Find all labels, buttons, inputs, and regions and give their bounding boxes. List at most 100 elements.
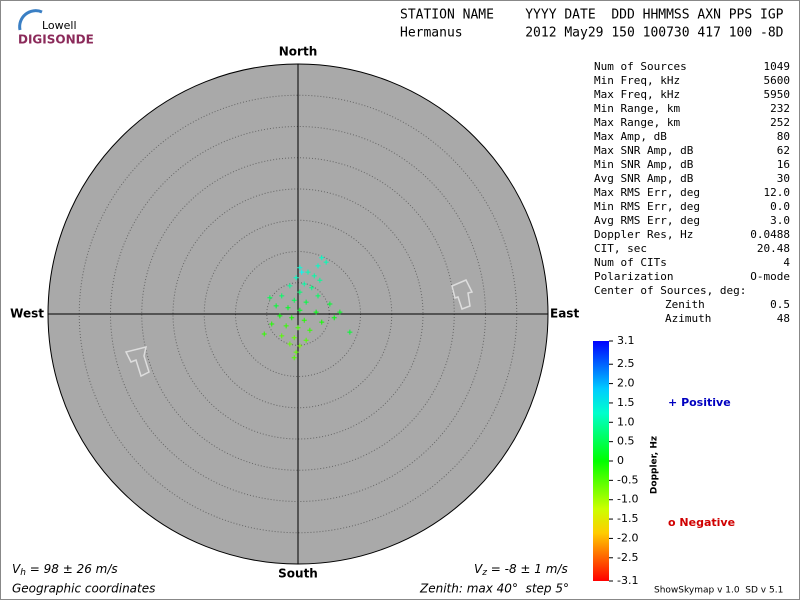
source-point xyxy=(287,341,293,347)
vh-text: Vh = 98 ± 26 m/s xyxy=(12,562,118,578)
stat-label: CIT, sec xyxy=(594,242,647,255)
stat-label: Min RMS Err, deg xyxy=(594,200,700,213)
header-line: Hermanus 2012 May29 150 100730 417 100 -… xyxy=(400,26,784,41)
source-point xyxy=(327,301,333,307)
stat-value: 252 xyxy=(770,116,790,129)
source-point xyxy=(303,299,309,305)
direction-label: North xyxy=(279,45,317,59)
stat-value: 232 xyxy=(770,102,790,115)
colorbar-tick-label: -1.0 xyxy=(617,493,638,506)
source-point xyxy=(311,273,317,279)
source-point xyxy=(273,303,279,309)
colorbar-tick-label: 0.5 xyxy=(617,435,635,448)
source-point xyxy=(283,323,289,329)
stat-value: 3.0 xyxy=(770,214,790,227)
colorbar: 3.1 2.5 2.0 1.5 1.0 0.5 0 -0.5 -1.0 -1.5 -2.0 -2.5 -… xyxy=(593,334,660,587)
source-point xyxy=(315,293,321,299)
colorbar-title: Doppler, Hz xyxy=(650,436,660,494)
logo-bottom: DIGISONDE xyxy=(18,33,94,47)
stat-label: Max SNR Amp, dB xyxy=(594,144,694,157)
source-point xyxy=(287,283,293,289)
vz-text: Vz = -8 ± 1 m/s xyxy=(474,562,568,578)
header-line: STATION NAME YYYY DATE DDD HHMMSS AXN PP… xyxy=(400,8,784,23)
version-text: ShowSkymap v 1.0 SD v 5.1 xyxy=(654,586,783,596)
source-point xyxy=(291,355,297,361)
zenith-text: Zenith: max 40° step 5° xyxy=(419,582,569,596)
source-point xyxy=(319,319,325,325)
source-point xyxy=(317,277,323,283)
stat-value: 0.0 xyxy=(770,200,790,213)
stat-value: 62 xyxy=(777,144,790,157)
source-point xyxy=(301,317,307,323)
colorbar-tick-label: 1.5 xyxy=(617,396,635,409)
source-point xyxy=(309,285,315,291)
source-point xyxy=(293,349,299,355)
coords-text: Geographic coordinates xyxy=(12,582,155,596)
stat-label: Zenith xyxy=(665,298,705,311)
logo-top: Lowell xyxy=(42,19,77,32)
stat-label: Max Freq, kHz xyxy=(594,88,680,101)
stat-value: O-mode xyxy=(750,270,790,283)
source-point xyxy=(261,331,267,337)
stat-label: Avg SNR Amp, dB xyxy=(594,172,694,185)
source-point xyxy=(291,335,297,341)
stat-label: Num of Sources xyxy=(594,60,687,73)
stat-label: Max Amp, dB xyxy=(594,130,667,143)
stat-label: Min SNR Amp, dB xyxy=(594,158,694,171)
source-point xyxy=(337,309,343,315)
source-point xyxy=(297,343,303,349)
source-point xyxy=(297,265,303,271)
source-point xyxy=(285,305,291,311)
source-point xyxy=(305,269,311,275)
stat-value: 20.48 xyxy=(757,242,790,255)
source-point xyxy=(319,255,325,261)
stat-value: 0.5 xyxy=(770,298,790,311)
source-point xyxy=(313,309,319,315)
stat-label: Min Range, km xyxy=(594,102,680,115)
source-point xyxy=(307,327,313,333)
stat-label: Azimuth xyxy=(665,312,711,325)
source-point xyxy=(331,315,337,321)
direction-label: South xyxy=(278,567,318,581)
stat-value: 30 xyxy=(777,172,790,185)
source-point xyxy=(303,337,309,343)
source-point xyxy=(269,321,275,327)
colorbar-tick-label: -2.5 xyxy=(617,551,638,564)
colorbar-tick-label: 3.1 xyxy=(617,334,635,347)
source-point xyxy=(289,315,295,321)
stat-label: Num of CITs xyxy=(594,256,667,269)
source-point xyxy=(279,333,285,339)
source-point xyxy=(347,329,353,335)
source-point xyxy=(301,281,307,287)
logo-swoosh xyxy=(18,9,43,31)
colorbar-tick-label: -0.5 xyxy=(617,473,638,486)
stat-value: 5950 xyxy=(764,88,791,101)
colorbar-tick-label: -2.0 xyxy=(617,531,638,544)
stat-value: 5600 xyxy=(764,74,791,87)
plot: North South West East xyxy=(10,45,579,581)
legend-negative: o Negative xyxy=(668,516,735,529)
arrow xyxy=(451,279,474,310)
source-point xyxy=(297,307,303,313)
stat-label: Max Range, km xyxy=(594,116,680,129)
stat-label: Avg RMS Err, deg xyxy=(594,214,700,227)
colorbar-tick-label: 1.0 xyxy=(617,415,635,428)
source-point xyxy=(323,259,329,265)
stat-value: 80 xyxy=(777,130,790,143)
stat-label: Max RMS Err, deg xyxy=(594,186,700,199)
source-point xyxy=(299,269,305,275)
colorbar-tick-label: 2.5 xyxy=(617,357,635,370)
source-point xyxy=(295,325,301,331)
colorbar-tick-label: -1.5 xyxy=(617,512,638,525)
colorbar-tick-label: 2.0 xyxy=(617,377,635,390)
source-point xyxy=(277,313,283,319)
stat-label: Center of Sources, deg: xyxy=(594,284,746,297)
stat-value: 16 xyxy=(777,158,790,171)
source-point xyxy=(267,295,273,301)
source-point xyxy=(291,297,297,303)
colorbar-tick-label: 0 xyxy=(617,454,624,467)
stat-value: 1049 xyxy=(764,60,791,73)
stats-table: Num of Sources 1049 Min Freq, kHz 5600 Max F… xyxy=(594,60,790,325)
source-point xyxy=(293,275,299,281)
